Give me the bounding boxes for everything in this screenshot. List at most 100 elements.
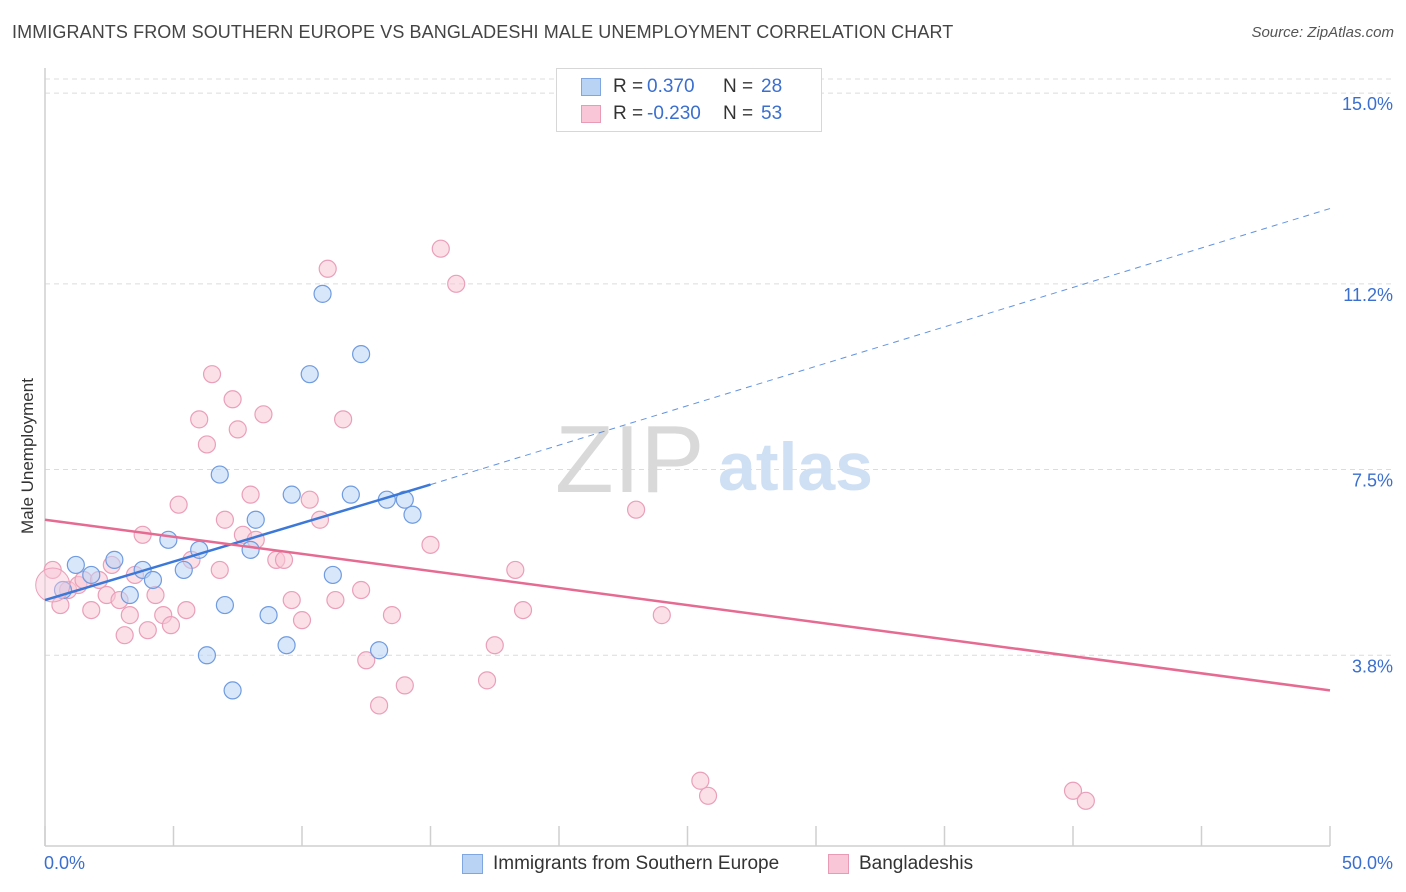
point-bangladeshi [626, 500, 646, 519]
y-tick-label: 15.0% [1342, 94, 1393, 114]
point-southern-europe [120, 585, 139, 605]
point-southern-europe [341, 485, 360, 504]
point-southern-europe [259, 606, 278, 625]
point-southern-europe [313, 284, 332, 303]
point-bangladeshi [115, 626, 134, 645]
point-bangladeshi [161, 616, 181, 635]
point-bangladeshi [334, 410, 353, 429]
blue-swatch [581, 78, 601, 96]
y-tick-label: 3.8% [1352, 656, 1393, 676]
point-bangladeshi [447, 274, 466, 293]
point-southern-europe [210, 465, 229, 484]
x-tick-label: 0.0% [44, 853, 85, 873]
n-value-pink: 53 [761, 103, 783, 124]
chart-title: IMMIGRANTS FROM SOUTHERN EUROPE VS BANGL… [12, 22, 954, 42]
point-bangladeshi [318, 259, 337, 278]
point-southern-europe [159, 530, 178, 549]
x-tick-label: 50.0% [1342, 853, 1393, 873]
point-bangladeshi [169, 495, 188, 514]
point-bangladeshi [370, 696, 389, 715]
point-southern-europe [352, 345, 371, 364]
point-southern-europe [174, 560, 193, 580]
pink-legend-swatch [828, 854, 849, 874]
point-southern-europe [197, 646, 217, 665]
point-bangladeshi [35, 567, 71, 603]
point-bangladeshi [254, 405, 273, 424]
point-bangladeshi [133, 525, 152, 544]
point-bangladeshi [326, 590, 345, 610]
point-bangladeshi [274, 550, 294, 569]
point-bangladeshi [202, 365, 222, 384]
r-label: R = [613, 76, 644, 97]
point-bangladeshi [190, 410, 209, 429]
trend-line-bangladeshi [44, 518, 1331, 692]
trend-line-southern-europe [44, 483, 431, 602]
point-bangladeshi [421, 535, 440, 554]
point-southern-europe [215, 595, 234, 615]
r-value-blue: 0.370 [647, 76, 695, 97]
y-tick-label: 7.5% [1352, 471, 1393, 491]
point-bangladeshi [357, 651, 376, 670]
point-bangladeshi [241, 485, 260, 504]
point-bangladeshi [146, 585, 165, 605]
point-southern-europe [143, 570, 163, 590]
point-bangladeshi [652, 606, 671, 625]
point-bangladeshi [120, 606, 139, 625]
point-bangladeshi [177, 600, 196, 620]
n-label: N = [723, 76, 754, 97]
point-bangladeshi [382, 606, 402, 625]
point-southern-europe [300, 365, 319, 384]
y-tick-label: 11.2% [1343, 285, 1393, 305]
point-bangladeshi [506, 560, 525, 580]
point-bangladeshi [485, 636, 504, 655]
stats-legend: R = 0.370 N = 28 R = -0.230 N = 53 [556, 68, 822, 132]
point-bangladeshi [292, 611, 312, 630]
legend-label-pink: Bangladeshis [859, 853, 974, 874]
point-bangladeshi [197, 435, 217, 454]
point-southern-europe [223, 681, 242, 700]
point-southern-europe [403, 505, 422, 524]
point-bangladeshi [300, 490, 319, 509]
point-bangladeshi [138, 621, 157, 640]
point-bangladeshi [691, 771, 710, 790]
point-bangladeshi [477, 671, 497, 690]
point-bangladeshi [282, 590, 301, 610]
legend-item-blue[interactable]: Immigrants from Southern Europe [462, 851, 779, 877]
stats-row-pink: R = -0.230 N = 53 [581, 101, 782, 127]
point-bangladeshi [228, 420, 247, 439]
point-southern-europe [82, 565, 101, 585]
point-bangladeshi [1076, 791, 1095, 810]
point-southern-europe [66, 555, 85, 575]
point-bangladeshi [395, 676, 414, 695]
point-bangladeshi [82, 600, 101, 620]
source-credit: Source: ZipAtlas.com [1251, 24, 1394, 41]
pink-swatch [581, 105, 601, 123]
point-bangladeshi [223, 390, 242, 409]
point-bangladeshi [1063, 781, 1083, 800]
blue-legend-swatch [462, 854, 483, 874]
point-southern-europe [277, 636, 296, 655]
n-value-blue: 28 [761, 76, 783, 97]
point-southern-europe [105, 550, 124, 569]
point-southern-europe [241, 540, 260, 559]
r-value-pink: -0.230 [647, 103, 701, 124]
point-southern-europe [282, 485, 301, 504]
y-axis-label: Male Unemployment [18, 378, 37, 534]
point-bangladeshi [698, 786, 718, 805]
point-southern-europe [246, 510, 265, 529]
point-bangladeshi [215, 510, 234, 529]
point-bangladeshi [431, 239, 450, 258]
point-bangladeshi [513, 600, 533, 620]
point-bangladeshi [210, 560, 229, 580]
legend-label-blue: Immigrants from Southern Europe [493, 853, 780, 874]
legend-item-pink[interactable]: Bangladeshis [828, 851, 973, 877]
stats-row-blue: R = 0.370 N = 28 [581, 74, 782, 100]
point-southern-europe [370, 641, 389, 660]
r-label: R = [613, 103, 644, 124]
point-bangladeshi [352, 580, 371, 600]
watermark-zip: ZIP [555, 406, 704, 513]
trend-extension-southern-europe [430, 208, 1331, 486]
watermark-atlas: atlas [718, 429, 873, 505]
n-label: N = [723, 103, 754, 124]
